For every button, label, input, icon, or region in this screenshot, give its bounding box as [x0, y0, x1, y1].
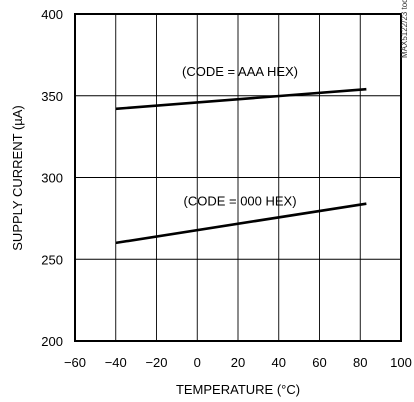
x-tick-label: 80: [353, 355, 367, 370]
annotation-2: (CODE = 000 HEX): [183, 193, 296, 208]
side-label: MAX5122/23 toc16: [400, 0, 409, 58]
grid: [74, 13, 402, 342]
x-tick-label: −20: [145, 355, 167, 370]
y-axis-label: SUPPLY CURRENT (µA): [10, 105, 25, 250]
annotations: (CODE = AAA HEX) (CODE = 000 HEX): [182, 64, 298, 208]
x-tick-label: −40: [105, 355, 127, 370]
y-tick-label: 300: [41, 171, 63, 186]
series-layer: [115, 87, 367, 245]
y-tick-label: 350: [41, 89, 63, 104]
y-tick-label: 200: [41, 334, 63, 349]
series-line-2: [115, 202, 367, 245]
y-tick-labels: 200 250 300 350 400: [41, 7, 63, 349]
x-axis-label: TEMPERATURE (°C): [176, 382, 300, 397]
x-tick-label: 100: [390, 355, 412, 370]
y-tick-label: 250: [41, 252, 63, 267]
x-tick-label: 60: [312, 355, 326, 370]
x-tick-label: −60: [64, 355, 86, 370]
x-tick-label: 40: [272, 355, 286, 370]
annotation-1: (CODE = AAA HEX): [182, 64, 298, 79]
x-tick-labels: −60 −40 −20 0 20 40 60 80 100: [64, 355, 412, 370]
x-tick-label: 0: [194, 355, 201, 370]
series-line-1: [115, 87, 367, 111]
plot-frame: [74, 13, 402, 342]
y-tick-label: 400: [41, 7, 63, 22]
x-tick-label: 20: [231, 355, 245, 370]
